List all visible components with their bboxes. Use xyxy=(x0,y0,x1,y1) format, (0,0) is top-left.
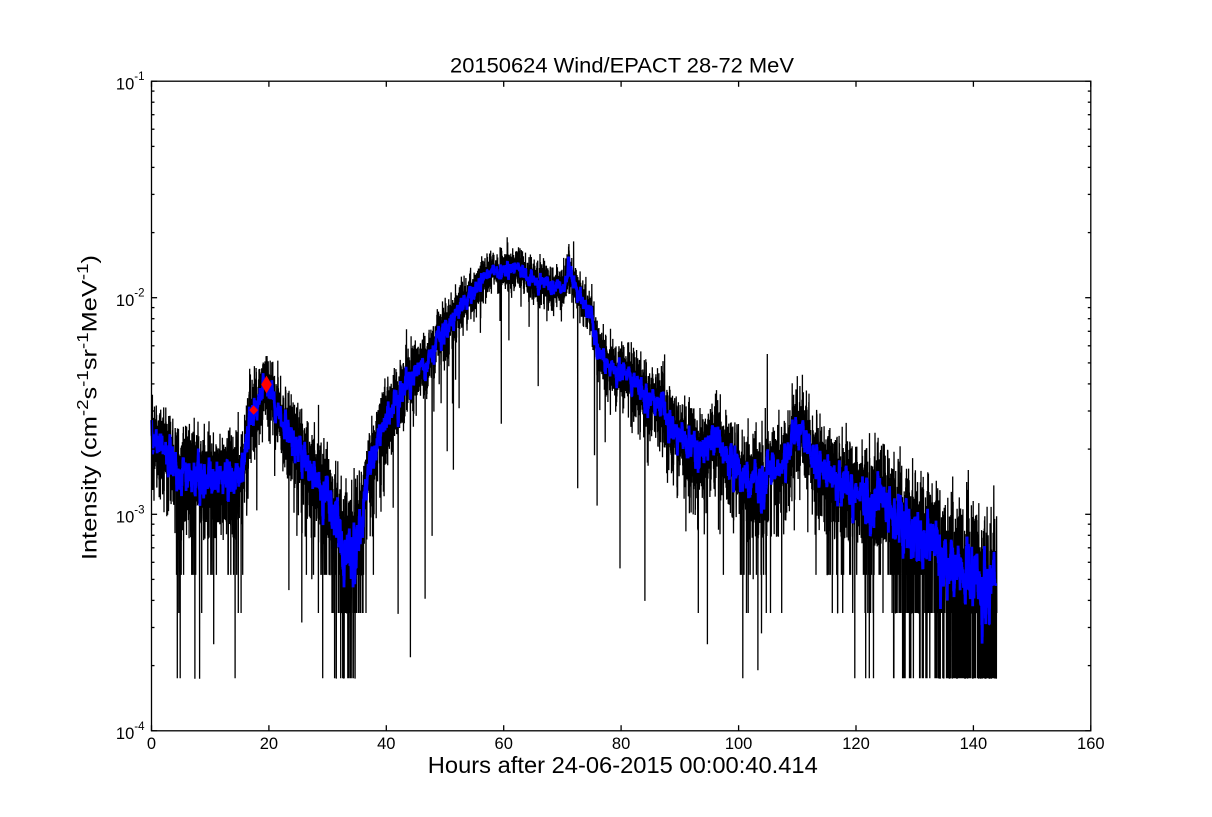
svg-text:20: 20 xyxy=(260,735,278,753)
svg-text:Hours after 24-06-2015 00:00:4: Hours after 24-06-2015 00:00:40.414 xyxy=(428,752,818,778)
svg-text:120: 120 xyxy=(842,735,870,753)
svg-text:160: 160 xyxy=(1077,735,1105,753)
svg-text:20150624 Wind/EPACT 28-72 MeV: 20150624 Wind/EPACT 28-72 MeV xyxy=(450,54,795,78)
svg-text:40: 40 xyxy=(377,735,395,753)
svg-text:140: 140 xyxy=(960,735,988,753)
svg-text:0: 0 xyxy=(147,735,156,753)
svg-text:80: 80 xyxy=(612,735,630,753)
svg-text:100: 100 xyxy=(725,735,753,753)
svg-text:60: 60 xyxy=(495,735,513,753)
svg-text:Intensity (cm-2s-1sr-1MeV-1): Intensity (cm-2s-1sr-1MeV-1) xyxy=(75,255,102,560)
